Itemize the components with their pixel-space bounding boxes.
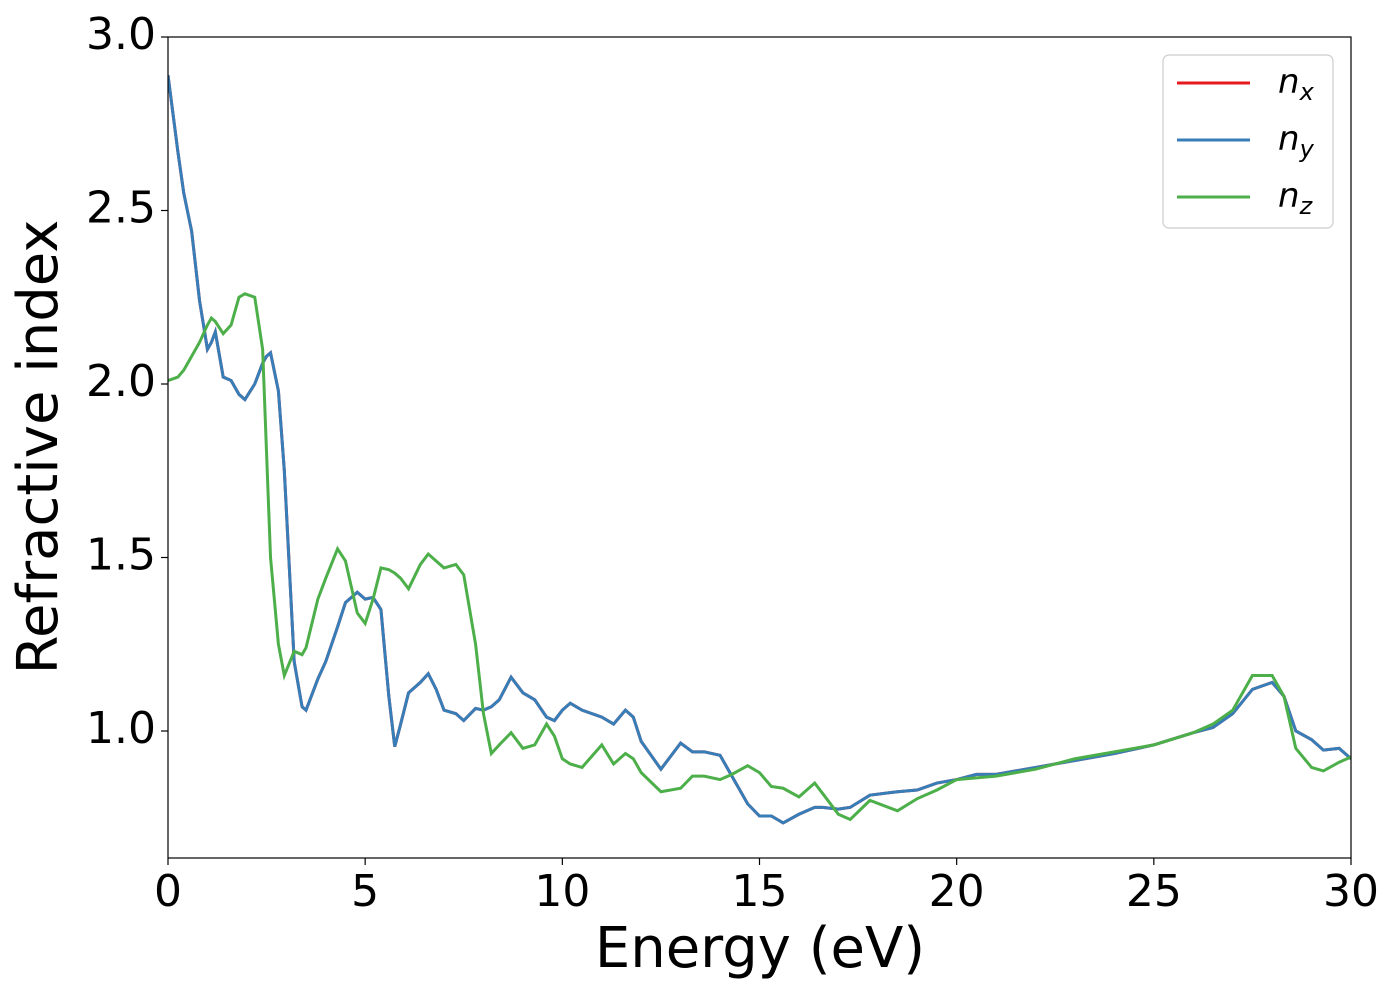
data-line <box>168 74 1351 825</box>
x-tick-label: 30 <box>1323 866 1379 917</box>
x-tick-label: 20 <box>929 866 985 917</box>
x-tick-label: 25 <box>1126 866 1182 917</box>
y-tick-label: 2.0 <box>86 356 156 407</box>
x-tick-label: 15 <box>732 866 788 917</box>
y-tick-label: 1.0 <box>86 703 156 754</box>
x-tick-label: 10 <box>534 866 590 917</box>
x-tick-label: 0 <box>154 866 182 917</box>
legend-label: nx <box>1278 62 1315 107</box>
y-axis-label: Refractive index <box>6 220 71 675</box>
x-axis-label: Energy (eV) <box>595 916 925 981</box>
legend-label: ny <box>1278 119 1315 164</box>
x-tick-label: 5 <box>351 866 379 917</box>
y-tick-label: 1.5 <box>86 529 156 580</box>
legend-label: nz <box>1278 176 1314 221</box>
data-line <box>168 292 1351 822</box>
y-tick-label: 2.5 <box>86 182 156 233</box>
y-tick-label: 3.0 <box>86 9 156 60</box>
